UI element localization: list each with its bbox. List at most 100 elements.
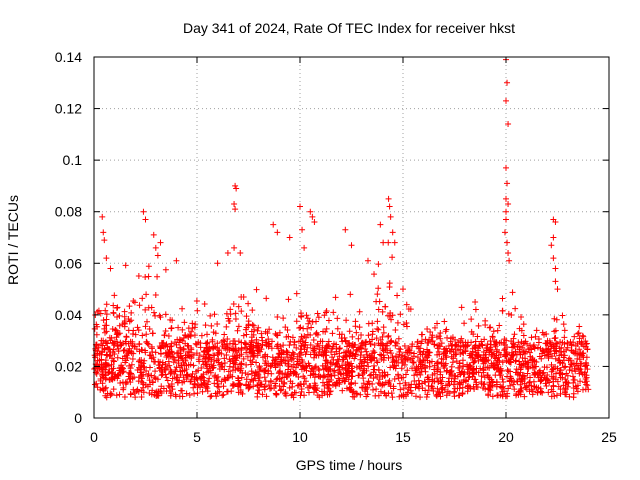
data-point: [347, 349, 354, 356]
data-point: [101, 237, 108, 244]
data-point: [200, 371, 207, 378]
data-point: [93, 331, 100, 338]
data-point: [516, 349, 523, 356]
data-point: [466, 383, 473, 390]
data-point: [524, 359, 531, 366]
data-point: [380, 329, 387, 336]
data-point: [222, 377, 229, 384]
data-point: [193, 375, 200, 382]
data-point: [338, 371, 345, 378]
data-point: [214, 321, 221, 328]
data-point: [221, 331, 228, 338]
data-point: [364, 359, 371, 366]
data-point: [223, 351, 230, 358]
data-point: [184, 372, 191, 379]
data-point: [209, 338, 216, 345]
data-point: [107, 349, 114, 356]
data-point: [148, 343, 155, 350]
data-point: [434, 360, 441, 367]
data-point: [426, 349, 433, 356]
data-point: [505, 385, 512, 392]
data-point: [529, 391, 536, 398]
data-point: [225, 368, 232, 375]
data-point: [158, 383, 165, 390]
data-point: [216, 349, 223, 356]
data-point: [180, 346, 187, 353]
data-point: [214, 383, 221, 390]
data-point: [579, 386, 586, 393]
data-point: [512, 358, 519, 365]
data-point: [469, 373, 476, 380]
data-point: [232, 316, 239, 323]
data-point: [287, 338, 294, 345]
data-point: [310, 354, 317, 361]
data-point: [208, 322, 215, 329]
data-point: [481, 336, 488, 343]
data-point: [545, 389, 552, 396]
data-point: [332, 380, 339, 387]
x-tick-label: 20: [498, 429, 514, 445]
data-point: [518, 376, 525, 383]
data-point: [252, 375, 259, 382]
data-point: [275, 370, 282, 377]
x-tick-label: 15: [395, 429, 411, 445]
data-point: [472, 298, 479, 305]
data-point: [224, 341, 231, 348]
data-point: [138, 394, 145, 400]
data-point: [503, 337, 510, 344]
data-point: [437, 329, 444, 336]
data-point: [310, 384, 317, 391]
data-point: [309, 213, 316, 220]
data-point: [194, 390, 201, 397]
data-point: [262, 383, 269, 390]
data-point: [165, 349, 172, 356]
data-point: [389, 254, 396, 261]
data-point: [100, 229, 107, 236]
data-point: [110, 386, 117, 393]
data-point: [157, 314, 164, 321]
data-point: [503, 195, 509, 202]
data-point: [550, 255, 557, 262]
data-point: [493, 352, 500, 359]
data-point: [232, 182, 239, 189]
data-point: [527, 353, 534, 360]
data-point: [551, 393, 558, 400]
data-point: [502, 351, 509, 358]
data-point: [457, 371, 464, 378]
data-point: [519, 372, 526, 379]
data-point: [235, 323, 242, 330]
data-point: [393, 340, 400, 347]
data-point: [441, 364, 448, 371]
data-point: [230, 300, 237, 307]
y-tick-label: 0.12: [55, 101, 82, 117]
data-point: [402, 371, 409, 378]
data-point: [478, 373, 485, 380]
data-point: [339, 338, 346, 345]
data-point: [334, 325, 341, 332]
data-point: [325, 371, 332, 378]
data-point: [307, 372, 314, 379]
data-point: [374, 291, 381, 298]
data-point: [202, 340, 209, 347]
data-point: [332, 294, 339, 301]
data-point: [161, 366, 168, 373]
data-point: [142, 216, 149, 223]
data-point: [197, 384, 204, 391]
data-point: [389, 229, 396, 236]
data-point: [343, 317, 350, 324]
data-point: [351, 355, 358, 362]
data-point: [374, 359, 381, 366]
data-point: [501, 347, 508, 354]
data-point: [327, 359, 334, 366]
data-point: [322, 328, 329, 335]
data-point: [179, 326, 186, 333]
data-point: [417, 394, 424, 401]
data-point: [356, 308, 363, 315]
data-point: [207, 367, 214, 374]
data-point: [518, 364, 525, 371]
data-point: [482, 364, 489, 371]
data-point: [220, 383, 227, 390]
data-point: [552, 334, 559, 341]
data-point: [208, 361, 215, 368]
